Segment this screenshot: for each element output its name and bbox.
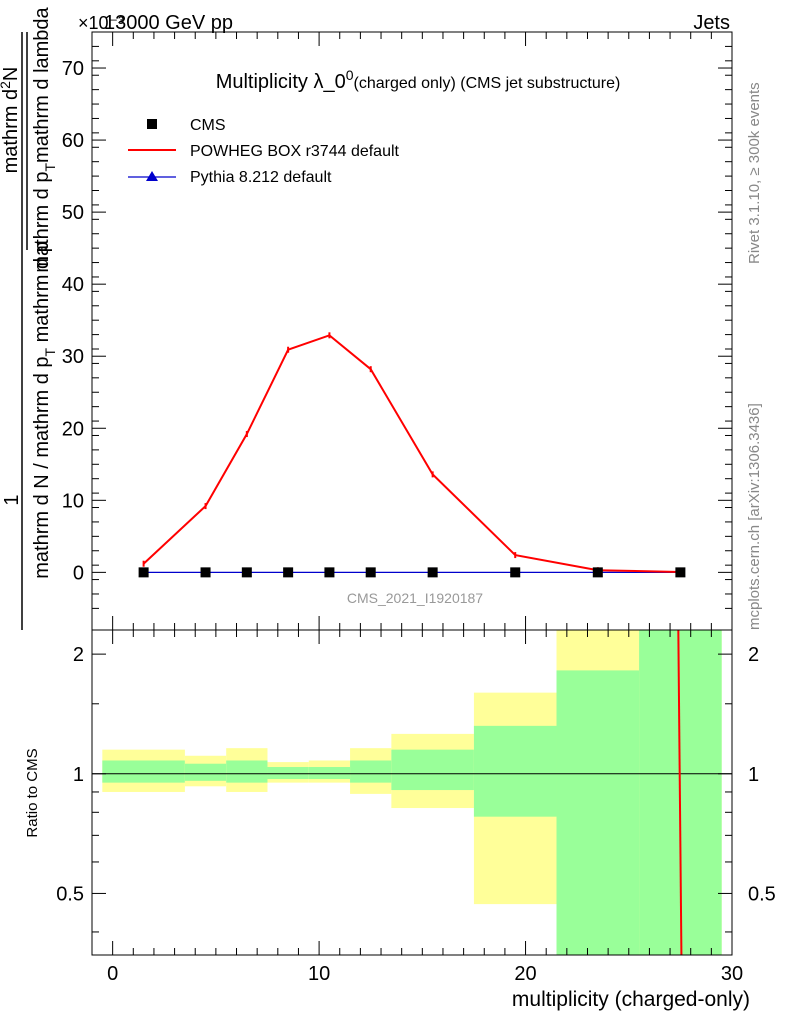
mcplots-label: mcplots.cern.ch [arXiv:1306.3436]: [746, 403, 763, 630]
chart-title: Multiplicity λ_00(charged only) (CMS jet…: [216, 67, 621, 93]
cms-point: [592, 567, 603, 578]
ratio-series: [677, 629, 683, 956]
ratio-band-inner: [184, 763, 227, 781]
ratio-frame: [91, 629, 733, 956]
cms-point: [324, 567, 335, 578]
ylabel-num-a: mathrm d: [0, 89, 22, 173]
legend-pythia-label: Pythia 8.212 default: [190, 169, 332, 186]
powheg-ratio-line: [677, 629, 683, 956]
cms-point: [241, 567, 252, 578]
main-x-ticks: [112, 32, 733, 630]
cms-point: [283, 567, 294, 578]
ratio-band-inner: [226, 760, 268, 783]
ratio-ytick-label-right: 1: [748, 764, 759, 786]
ratio-band-inner: [267, 767, 309, 780]
main-panel: 0 10 20 30 40 50 60 70 CMS_2021_I1920187 Multip…: [62, 31, 733, 631]
ratio-ytick-label-right: 0.5: [748, 883, 776, 905]
legend-cms-marker: [147, 119, 157, 129]
header-jets: Jets: [693, 12, 730, 34]
ylabel-numerator-top: mathrm d2N: [0, 67, 22, 174]
main-frame: [91, 31, 733, 631]
ratio-band-inner: [473, 725, 557, 817]
title-main: Multiplicity λ_0: [216, 71, 346, 93]
ylabel-num-sup: 2: [0, 81, 13, 89]
ratio-ylabel: Ratio to CMS: [24, 748, 41, 837]
ratio-band-inner: [556, 670, 640, 955]
ylabel-bottom-b: mathrm d p: [31, 241, 53, 348]
ratio-ytick-label: 2: [73, 644, 84, 666]
ylabel-num-b: N: [0, 67, 22, 81]
ratio-xtick-label: 30: [721, 963, 743, 985]
header-energy: 13000 GeV pp: [104, 12, 233, 34]
xlabel: multiplicity (charged-only): [512, 988, 750, 1011]
powheg-line: [142, 334, 681, 574]
main-ytick-label: 20: [62, 418, 84, 440]
cms-point: [200, 567, 211, 578]
cms-point: [365, 567, 376, 578]
main-ytick-label: 70: [62, 58, 84, 80]
rivet-label: Rivet 3.1.10, ≥ 300k events: [746, 82, 763, 264]
main-ytick-label: 50: [62, 202, 84, 224]
cms-point: [138, 567, 149, 578]
ratio-ytick-label: 0.5: [56, 883, 84, 905]
ylabel-den-b: mathrm d lambda: [31, 6, 53, 162]
main-ytick-label: 30: [62, 346, 84, 368]
ylabel-one: 1: [1, 494, 23, 505]
title-note: (charged only) (CMS jet substructure): [354, 75, 621, 92]
main-ytick-label: 60: [62, 130, 84, 152]
cms-point: [427, 567, 438, 578]
legend: CMS POWHEG BOX r3744 default Pythia 8.21…: [128, 117, 400, 186]
ratio-xtick-label: 0: [107, 963, 118, 985]
ratio-band-inner: [102, 760, 185, 783]
cms-point: [510, 567, 521, 578]
main-ytick-label: 0: [73, 562, 84, 584]
title-sup: 0: [346, 67, 354, 83]
main-ytick-label: 10: [62, 490, 84, 512]
ylabel-den-sub: T: [42, 163, 58, 172]
ratio-x-axis: 0 10 20 30: [107, 630, 743, 985]
main-ytick-label: 40: [62, 274, 84, 296]
ylabel-denominator-top: mathrm d pTmathrm d lambda: [31, 6, 58, 272]
ylabel-bottom-sub: T: [42, 347, 58, 356]
main-y-axis: 0 10 20 30 40 50 60 70: [62, 31, 732, 609]
header-exponent: ×10⁻³: [78, 13, 124, 33]
ylabel-bottom-a: mathrm d N / mathrm d p: [31, 356, 53, 578]
ratio-y-axis: 0.5 0.5 1 1 2 2: [56, 644, 776, 933]
ratio-panel: 0.5 0.5 1 1 2 2 0 10 20 30 Ratio to CMS multipli…: [24, 629, 776, 1011]
legend-cms-label: CMS: [190, 117, 226, 134]
ratio-xtick-label: 20: [514, 963, 536, 985]
ratio-band-inner: [308, 767, 351, 780]
legend-pythia-marker: [146, 171, 158, 181]
cms-point: [675, 567, 686, 578]
main-series: [138, 332, 686, 578]
ratio-xtick-label: 10: [308, 963, 330, 985]
main-ylabel: 1 mathrm d2N mathrm d pTmathrm d lambda …: [0, 6, 58, 630]
ylabel-bottom: mathrm d N / mathrm d pT mathrm d p: [31, 241, 58, 579]
ratio-ytick-label-right: 2: [748, 644, 759, 666]
ratio-ytick-label: 1: [73, 764, 84, 786]
legend-powheg-label: POWHEG BOX r3744 default: [190, 143, 400, 160]
ratio-band-inner: [391, 749, 474, 791]
ratio-bands: [102, 630, 722, 955]
ylabel-den-a: mathrm d p: [31, 172, 53, 273]
watermark: CMS_2021_I1920187: [347, 590, 483, 606]
ratio-band-inner: [350, 760, 392, 783]
